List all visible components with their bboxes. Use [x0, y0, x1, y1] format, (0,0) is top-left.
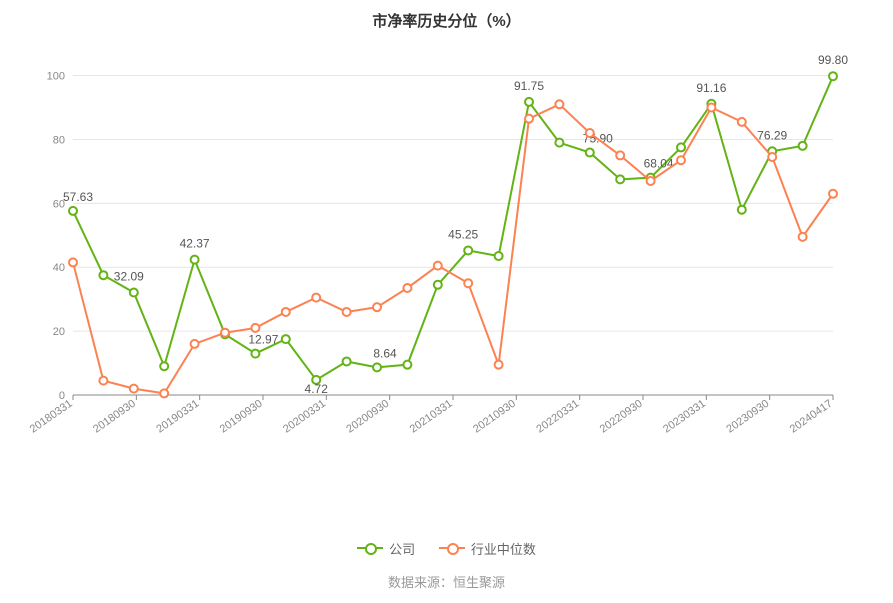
svg-text:20220930: 20220930 — [598, 398, 645, 436]
svg-text:12.97: 12.97 — [248, 333, 278, 347]
svg-text:76.29: 76.29 — [757, 128, 787, 142]
legend-item-company: 公司 — [357, 539, 415, 558]
svg-text:20190930: 20190930 — [218, 398, 265, 436]
svg-text:91.16: 91.16 — [696, 81, 726, 95]
legend-item-industry: 行业中位数 — [439, 539, 536, 558]
svg-text:20200930: 20200930 — [344, 398, 391, 436]
chart-container: 市净率历史分位（%） 02040608010020180331201809302… — [0, 0, 893, 603]
svg-text:100: 100 — [47, 71, 65, 83]
svg-text:4.72: 4.72 — [305, 382, 329, 396]
svg-text:57.63: 57.63 — [63, 190, 93, 204]
svg-text:45.25: 45.25 — [448, 227, 478, 241]
svg-text:42.37: 42.37 — [180, 237, 210, 251]
legend-marker-industry — [439, 541, 465, 555]
chart-title: 市净率历史分位（%） — [0, 0, 893, 31]
svg-text:20: 20 — [53, 326, 65, 338]
svg-text:20200331: 20200331 — [281, 398, 328, 436]
svg-text:20220331: 20220331 — [534, 398, 581, 436]
svg-text:40: 40 — [53, 262, 65, 274]
svg-text:20180331: 20180331 — [28, 398, 75, 436]
svg-text:99.80: 99.80 — [818, 53, 848, 67]
legend-label-company: 公司 — [389, 539, 415, 558]
svg-text:20230331: 20230331 — [661, 398, 708, 436]
svg-text:8.64: 8.64 — [373, 346, 397, 360]
svg-text:20180930: 20180930 — [91, 398, 138, 436]
svg-text:20210930: 20210930 — [471, 398, 518, 436]
svg-text:91.75: 91.75 — [514, 79, 544, 93]
svg-text:20210331: 20210331 — [408, 398, 455, 436]
svg-text:20240417: 20240417 — [788, 398, 835, 436]
legend-marker-company — [357, 541, 383, 555]
legend-label-industry: 行业中位数 — [471, 539, 536, 558]
legend: 公司 行业中位数 — [0, 539, 893, 559]
plot-area: 0204060801002018033120180930201903312019… — [55, 45, 855, 475]
svg-text:20190331: 20190331 — [154, 398, 201, 436]
data-source: 数据来源：恒生聚源 — [0, 572, 893, 591]
svg-text:80: 80 — [53, 134, 65, 146]
svg-text:20230930: 20230930 — [724, 398, 771, 436]
svg-text:32.09: 32.09 — [114, 269, 144, 283]
